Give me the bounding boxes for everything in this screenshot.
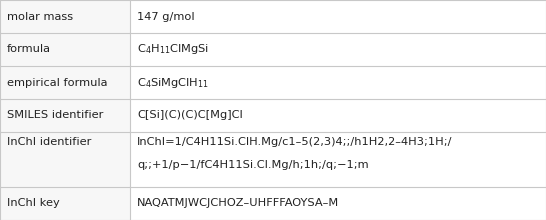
Bar xyxy=(130,66,546,99)
Text: NAQATMJWCJCHOZ–UHFFFAOYSA–M: NAQATMJWCJCHOZ–UHFFFAOYSA–M xyxy=(137,198,339,209)
Bar xyxy=(130,132,546,187)
Text: 147 g/mol: 147 g/mol xyxy=(137,11,194,22)
Text: formula: formula xyxy=(7,44,51,55)
Text: InChI key: InChI key xyxy=(7,198,60,209)
Bar xyxy=(0,99,130,132)
Bar xyxy=(0,66,130,99)
Bar xyxy=(130,33,546,66)
Bar xyxy=(0,187,130,220)
Bar xyxy=(0,0,130,33)
Text: molar mass: molar mass xyxy=(7,11,73,22)
Bar xyxy=(0,33,130,66)
Text: InChI=1/C4H11Si.ClH.Mg/c1–5(2,3)4;;/h1H2,2–4H3;1H;/: InChI=1/C4H11Si.ClH.Mg/c1–5(2,3)4;;/h1H2… xyxy=(137,137,453,147)
Bar xyxy=(130,99,546,132)
Text: C[Si](C)(C)C[Mg]Cl: C[Si](C)(C)C[Mg]Cl xyxy=(137,110,243,121)
Bar xyxy=(130,187,546,220)
Text: C$_4$SiMgClH$_{11}$: C$_4$SiMgClH$_{11}$ xyxy=(137,75,209,90)
Text: InChI identifier: InChI identifier xyxy=(7,137,91,147)
Bar xyxy=(0,132,130,187)
Text: C$_4$H$_{11}$ClMgSi: C$_4$H$_{11}$ClMgSi xyxy=(137,42,209,57)
Bar xyxy=(130,0,546,33)
Text: q;;+1/p−1/fC4H11Si.Cl.Mg/h;1h;/q;−1;m: q;;+1/p−1/fC4H11Si.Cl.Mg/h;1h;/q;−1;m xyxy=(137,160,369,170)
Text: SMILES identifier: SMILES identifier xyxy=(7,110,103,121)
Text: empirical formula: empirical formula xyxy=(7,77,108,88)
